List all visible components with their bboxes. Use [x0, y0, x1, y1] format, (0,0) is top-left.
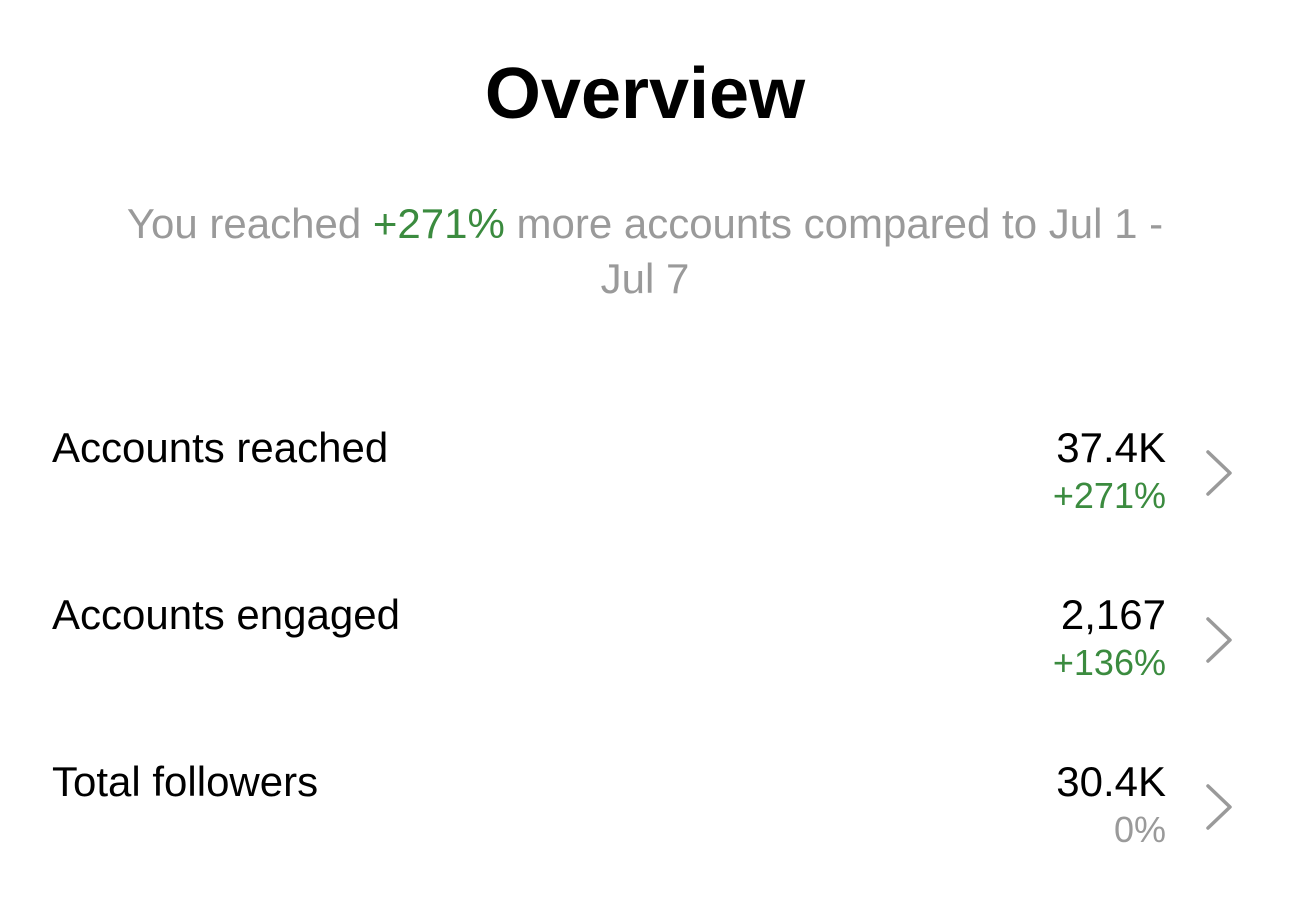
chevron-icon — [1206, 784, 1232, 830]
summary-highlight: +271% — [372, 200, 505, 247]
metric-label: Total followers — [52, 758, 319, 805]
summary: You reached +271% more accounts compared… — [100, 196, 1190, 306]
chevron[interactable] — [1200, 448, 1240, 498]
chevron-icon — [1206, 617, 1232, 663]
page-title: Overview — [484, 54, 806, 134]
chevron-icon — [1206, 450, 1232, 496]
metric-label: Accounts reached — [52, 424, 389, 471]
summary-prefix: You reached — [126, 200, 362, 247]
chevron[interactable] — [1200, 615, 1240, 665]
metric-value: 2,167 — [1060, 591, 1166, 638]
metric-value: 30.4K — [1056, 758, 1166, 805]
metric-value: 37.4K — [1056, 424, 1166, 471]
summary-suffix: more accounts compared to Jul 1 - Jul 7 — [516, 200, 1164, 302]
metric-change: +271% — [1052, 475, 1166, 516]
metric-row[interactable]: Total followers 30.4K 0% — [0, 754, 1290, 864]
metric-row[interactable]: Accounts engaged 2,167 +136% — [0, 587, 1290, 697]
metric-change: +136% — [1052, 642, 1166, 683]
metric-row[interactable]: Accounts reached 37.4K +271% — [0, 420, 1290, 530]
metric-change: 0% — [1113, 809, 1166, 850]
metric-label: Accounts engaged — [52, 591, 400, 638]
chevron[interactable] — [1200, 782, 1240, 832]
